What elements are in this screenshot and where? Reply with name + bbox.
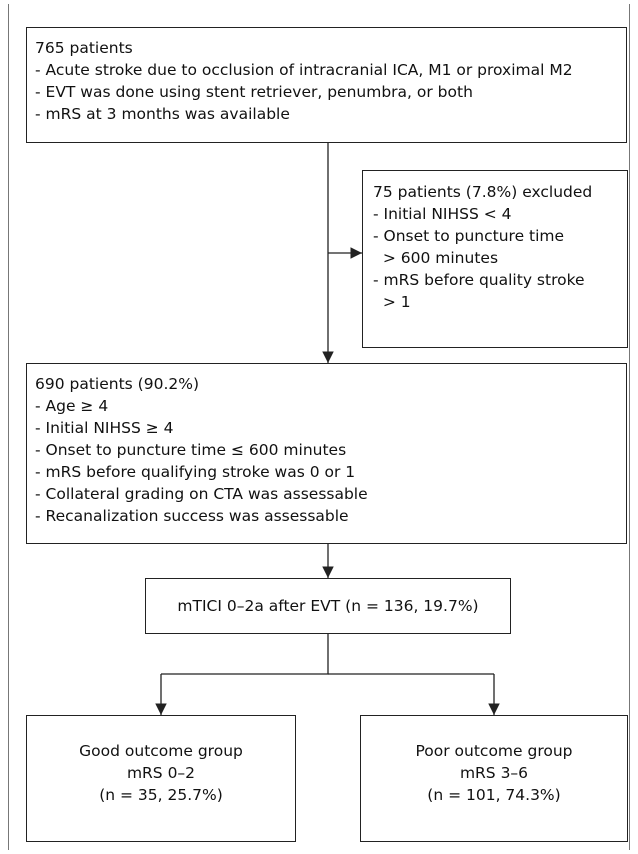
figure-frame	[8, 4, 630, 850]
included-box: 690 patients (90.2%) - Age ≥ 4 - Initial…	[26, 363, 627, 544]
initial-line: - mRS at 3 months was available	[35, 105, 290, 123]
good-outcome-box: Good outcome group mRS 0–2 (n = 35, 25.7…	[26, 715, 296, 842]
excluded-line: - Initial NIHSS < 4	[373, 205, 512, 223]
initial-line: 765 patients	[35, 39, 133, 57]
excluded-line: 75 patients (7.8%) excluded	[373, 183, 593, 201]
included-line: - Age ≥ 4	[35, 397, 109, 415]
included-line: 690 patients (90.2%)	[35, 375, 200, 393]
poor-outcome-line: mRS 3–6	[459, 764, 529, 782]
mtici-line: mTICI 0–2a after EVT (n = 136, 19.7%)	[177, 597, 479, 615]
poor-outcome-line: Poor outcome group	[415, 742, 573, 760]
initial-line: - Acute stroke due to occlusion of intra…	[35, 61, 573, 79]
excluded-line: - mRS before quality stroke	[373, 271, 585, 289]
split-line	[161, 634, 329, 675]
poor-outcome-line: (n = 101, 74.3%)	[427, 786, 561, 804]
included-line: - Collateral grading on CTA was assessab…	[35, 485, 368, 503]
good-outcome-line: Good outcome group	[79, 742, 243, 760]
excluded-line: - Onset to puncture time	[373, 227, 565, 245]
initial-line: - EVT was done using stent retriever, pe…	[35, 83, 473, 101]
poor-outcome-box: Poor outcome group mRS 3–6 (n = 101, 74.…	[360, 715, 628, 842]
included-line: - Initial NIHSS ≥ 4	[35, 419, 174, 437]
mtici-box: mTICI 0–2a after EVT (n = 136, 19.7%)	[145, 578, 511, 634]
included-line: - mRS before qualifying stroke was 0 or …	[35, 463, 356, 481]
good-outcome-line: mRS 0–2	[126, 764, 196, 782]
excluded-line: > 1	[373, 293, 411, 311]
included-line: - Recanalization success was assessable	[35, 507, 349, 525]
excluded-box: 75 patients (7.8%) excluded - Initial NI…	[362, 170, 628, 348]
included-line: - Onset to puncture time ≤ 600 minutes	[35, 441, 347, 459]
excluded-line: > 600 minutes	[373, 249, 499, 267]
good-outcome-line: (n = 35, 25.7%)	[99, 786, 223, 804]
initial-cohort-box: 765 patients - Acute stroke due to occlu…	[26, 27, 627, 143]
